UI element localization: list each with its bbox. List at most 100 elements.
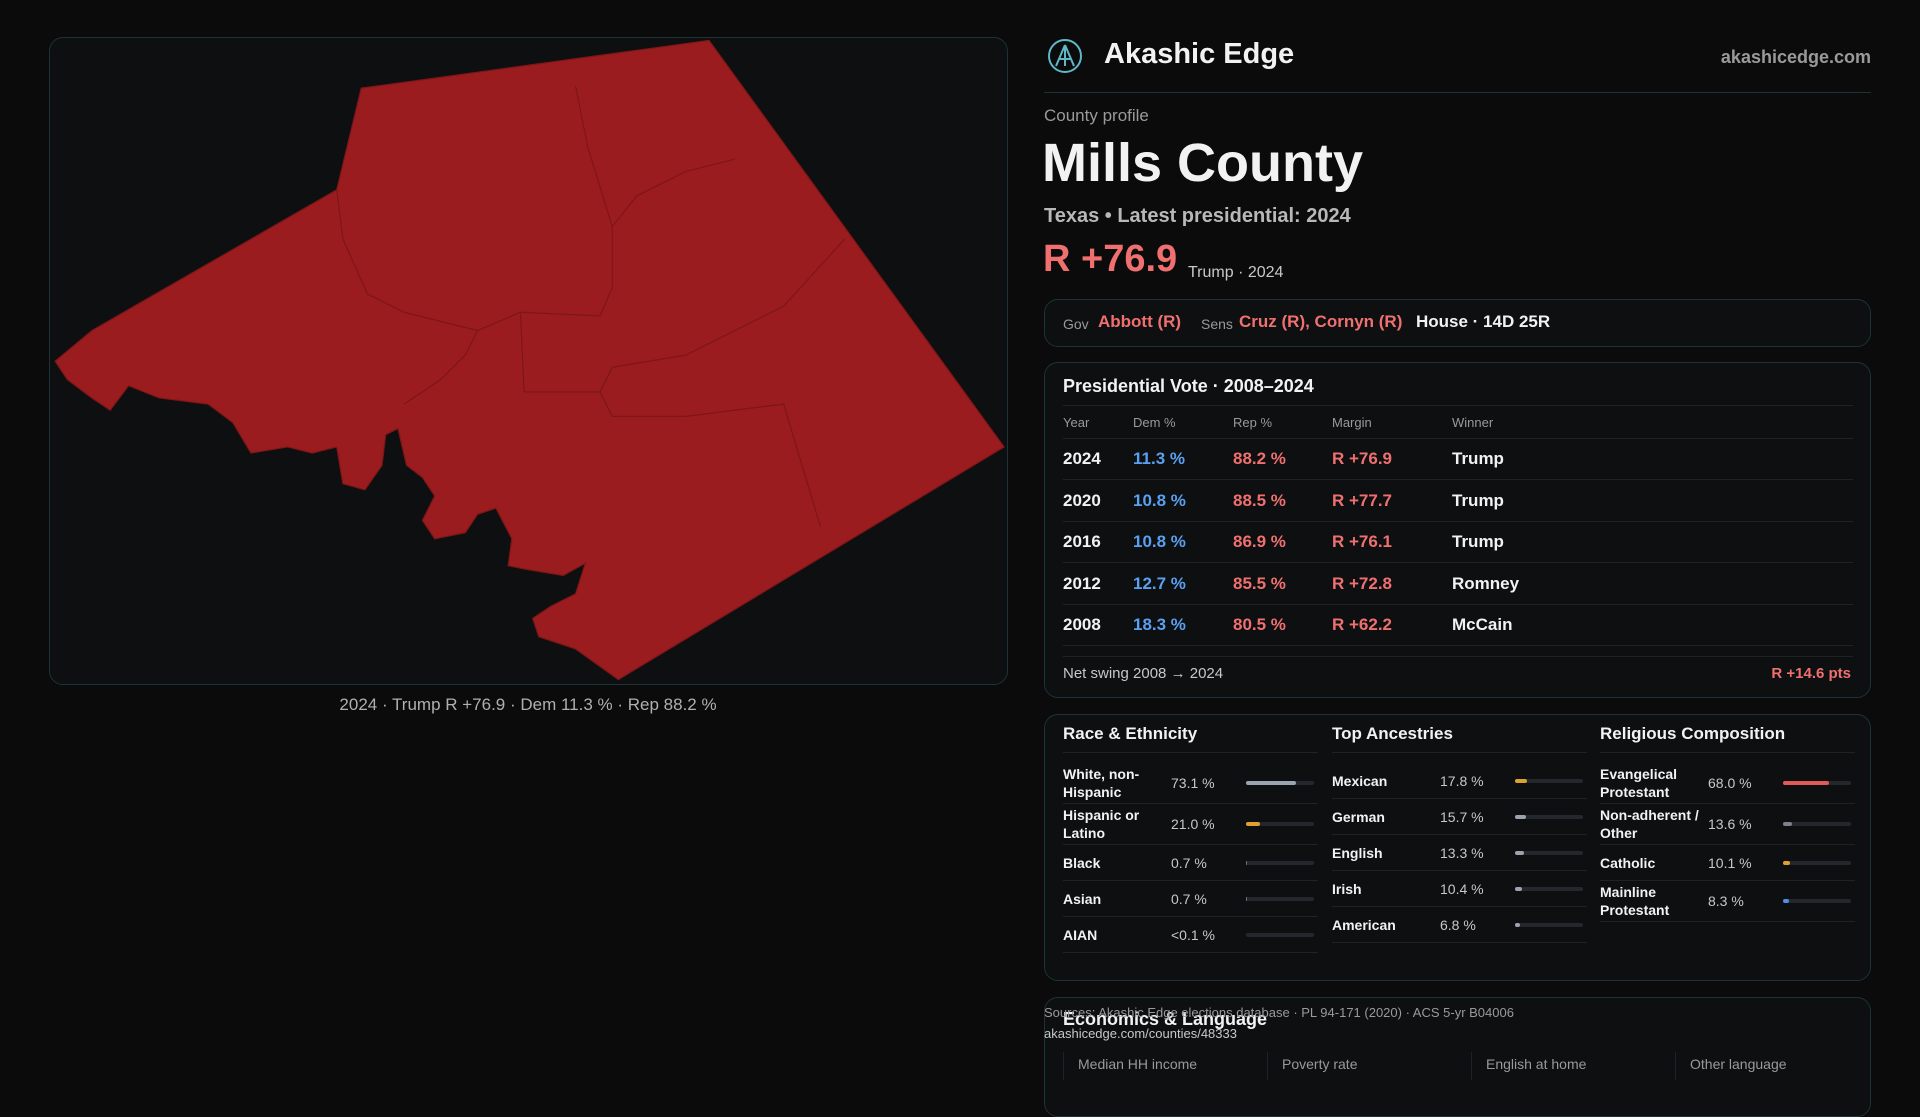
table-cell: 12.7 % <box>1133 574 1186 594</box>
row-value: 17.8 % <box>1440 773 1515 789</box>
bar <box>1783 861 1790 865</box>
subtitle: Texas • Latest presidential: 2024 <box>1044 205 1351 228</box>
row-name: Mainline Protestant <box>1600 883 1708 919</box>
bar <box>1515 779 1527 783</box>
bar-track <box>1783 822 1851 826</box>
bar-track <box>1246 933 1314 937</box>
bar-track <box>1783 781 1851 785</box>
table-cell: McCain <box>1452 615 1512 635</box>
row-value: 21.0 % <box>1171 816 1246 832</box>
table-cell: 11.3 % <box>1133 449 1185 469</box>
row-value: 10.1 % <box>1708 855 1783 871</box>
table-cell: Trump <box>1452 449 1504 469</box>
row-value: <0.1 % <box>1171 927 1246 943</box>
row-name: American <box>1332 916 1440 934</box>
row-value: 0.7 % <box>1171 855 1246 871</box>
column-header: Median HH income <box>1078 1056 1197 1072</box>
table-cell: 2024 <box>1063 449 1101 469</box>
table-cell: 88.2 % <box>1233 449 1286 469</box>
sources: Sources: Akashic Edge elections database… <box>1044 1005 1514 1020</box>
gov-label: Gov <box>1063 316 1089 332</box>
bar <box>1783 822 1792 826</box>
table-cell: 86.9 % <box>1233 532 1286 552</box>
bar-track <box>1246 897 1314 901</box>
swing-value: R +14.6 pts <box>1771 665 1851 682</box>
column-header: Dem % <box>1133 415 1176 430</box>
column-divider <box>1471 1052 1472 1080</box>
swing-label: Net swing 2008 → 2024 <box>1063 665 1223 682</box>
sources-url[interactable]: akashicedge.com/counties/48333 <box>1044 1026 1237 1041</box>
row-value: 10.4 % <box>1440 881 1515 897</box>
section-title: Religious Composition <box>1600 724 1855 753</box>
row-name: Evangelical Protestant <box>1600 765 1708 801</box>
bar-track <box>1515 779 1583 783</box>
bar-track <box>1783 899 1851 903</box>
table-cell: R +72.8 <box>1332 574 1392 594</box>
row-name: AIAN <box>1063 926 1171 944</box>
site-url[interactable]: akashicedge.com <box>1721 47 1871 68</box>
table-cell: 85.5 % <box>1233 574 1286 594</box>
bar <box>1246 822 1260 826</box>
row-name: German <box>1332 808 1440 826</box>
table-cell: 2008 <box>1063 615 1101 635</box>
column-header: Other language <box>1690 1056 1787 1072</box>
row-name: Hispanic or Latino <box>1063 806 1171 842</box>
column-header: Winner <box>1452 415 1493 430</box>
bar-track <box>1515 923 1583 927</box>
bar-track <box>1246 822 1314 826</box>
column-header: Poverty rate <box>1282 1056 1357 1072</box>
table-cell: R +77.7 <box>1332 491 1392 511</box>
demographic-column: Religious Composition Evangelical Protest… <box>1600 724 1855 922</box>
bar-track <box>1783 861 1851 865</box>
row-value: 8.3 % <box>1708 893 1783 909</box>
bar <box>1783 781 1829 785</box>
row-name: Asian <box>1063 890 1171 908</box>
table-cell: R +76.1 <box>1332 532 1392 552</box>
demographic-row: AIAN<0.1 % <box>1063 917 1318 953</box>
table-cell: Trump <box>1452 532 1504 552</box>
column-header: Margin <box>1332 415 1372 430</box>
column-divider <box>1267 1052 1268 1080</box>
bar-track <box>1515 887 1583 891</box>
table-cell: 18.3 % <box>1133 615 1186 635</box>
headline-margin: R +76.9 <box>1043 238 1177 281</box>
table-cell: 10.8 % <box>1133 532 1186 552</box>
row-value: 0.7 % <box>1171 891 1246 907</box>
table-cell: 2020 <box>1063 491 1101 511</box>
row-name: Catholic <box>1600 854 1708 872</box>
row-value: 15.7 % <box>1440 809 1515 825</box>
house: House · 14D 25R <box>1416 312 1550 332</box>
bar <box>1515 815 1526 819</box>
map-caption: 2024 · Trump R +76.9 · Dem 11.3 % · Rep … <box>339 695 716 715</box>
row-value: 13.6 % <box>1708 816 1783 832</box>
row-value: 68.0 % <box>1708 775 1783 791</box>
divider <box>1063 656 1853 657</box>
page: County profile {"header": {"brand": "Aka… <box>0 0 1920 1080</box>
logo[interactable] <box>1047 38 1083 74</box>
senators: Cruz (R), Cornyn (R) <box>1239 312 1402 332</box>
table-cell: Trump <box>1452 491 1504 511</box>
table-cell: Romney <box>1452 574 1519 594</box>
table-cell: 88.5 % <box>1233 491 1286 511</box>
column-divider <box>1675 1052 1676 1080</box>
row-value: 13.3 % <box>1440 845 1515 861</box>
column-header: English at home <box>1486 1056 1586 1072</box>
section-title: Race & Ethnicity <box>1063 724 1318 753</box>
row-value: 73.1 % <box>1171 775 1246 791</box>
county-shape[interactable] <box>55 40 1004 679</box>
